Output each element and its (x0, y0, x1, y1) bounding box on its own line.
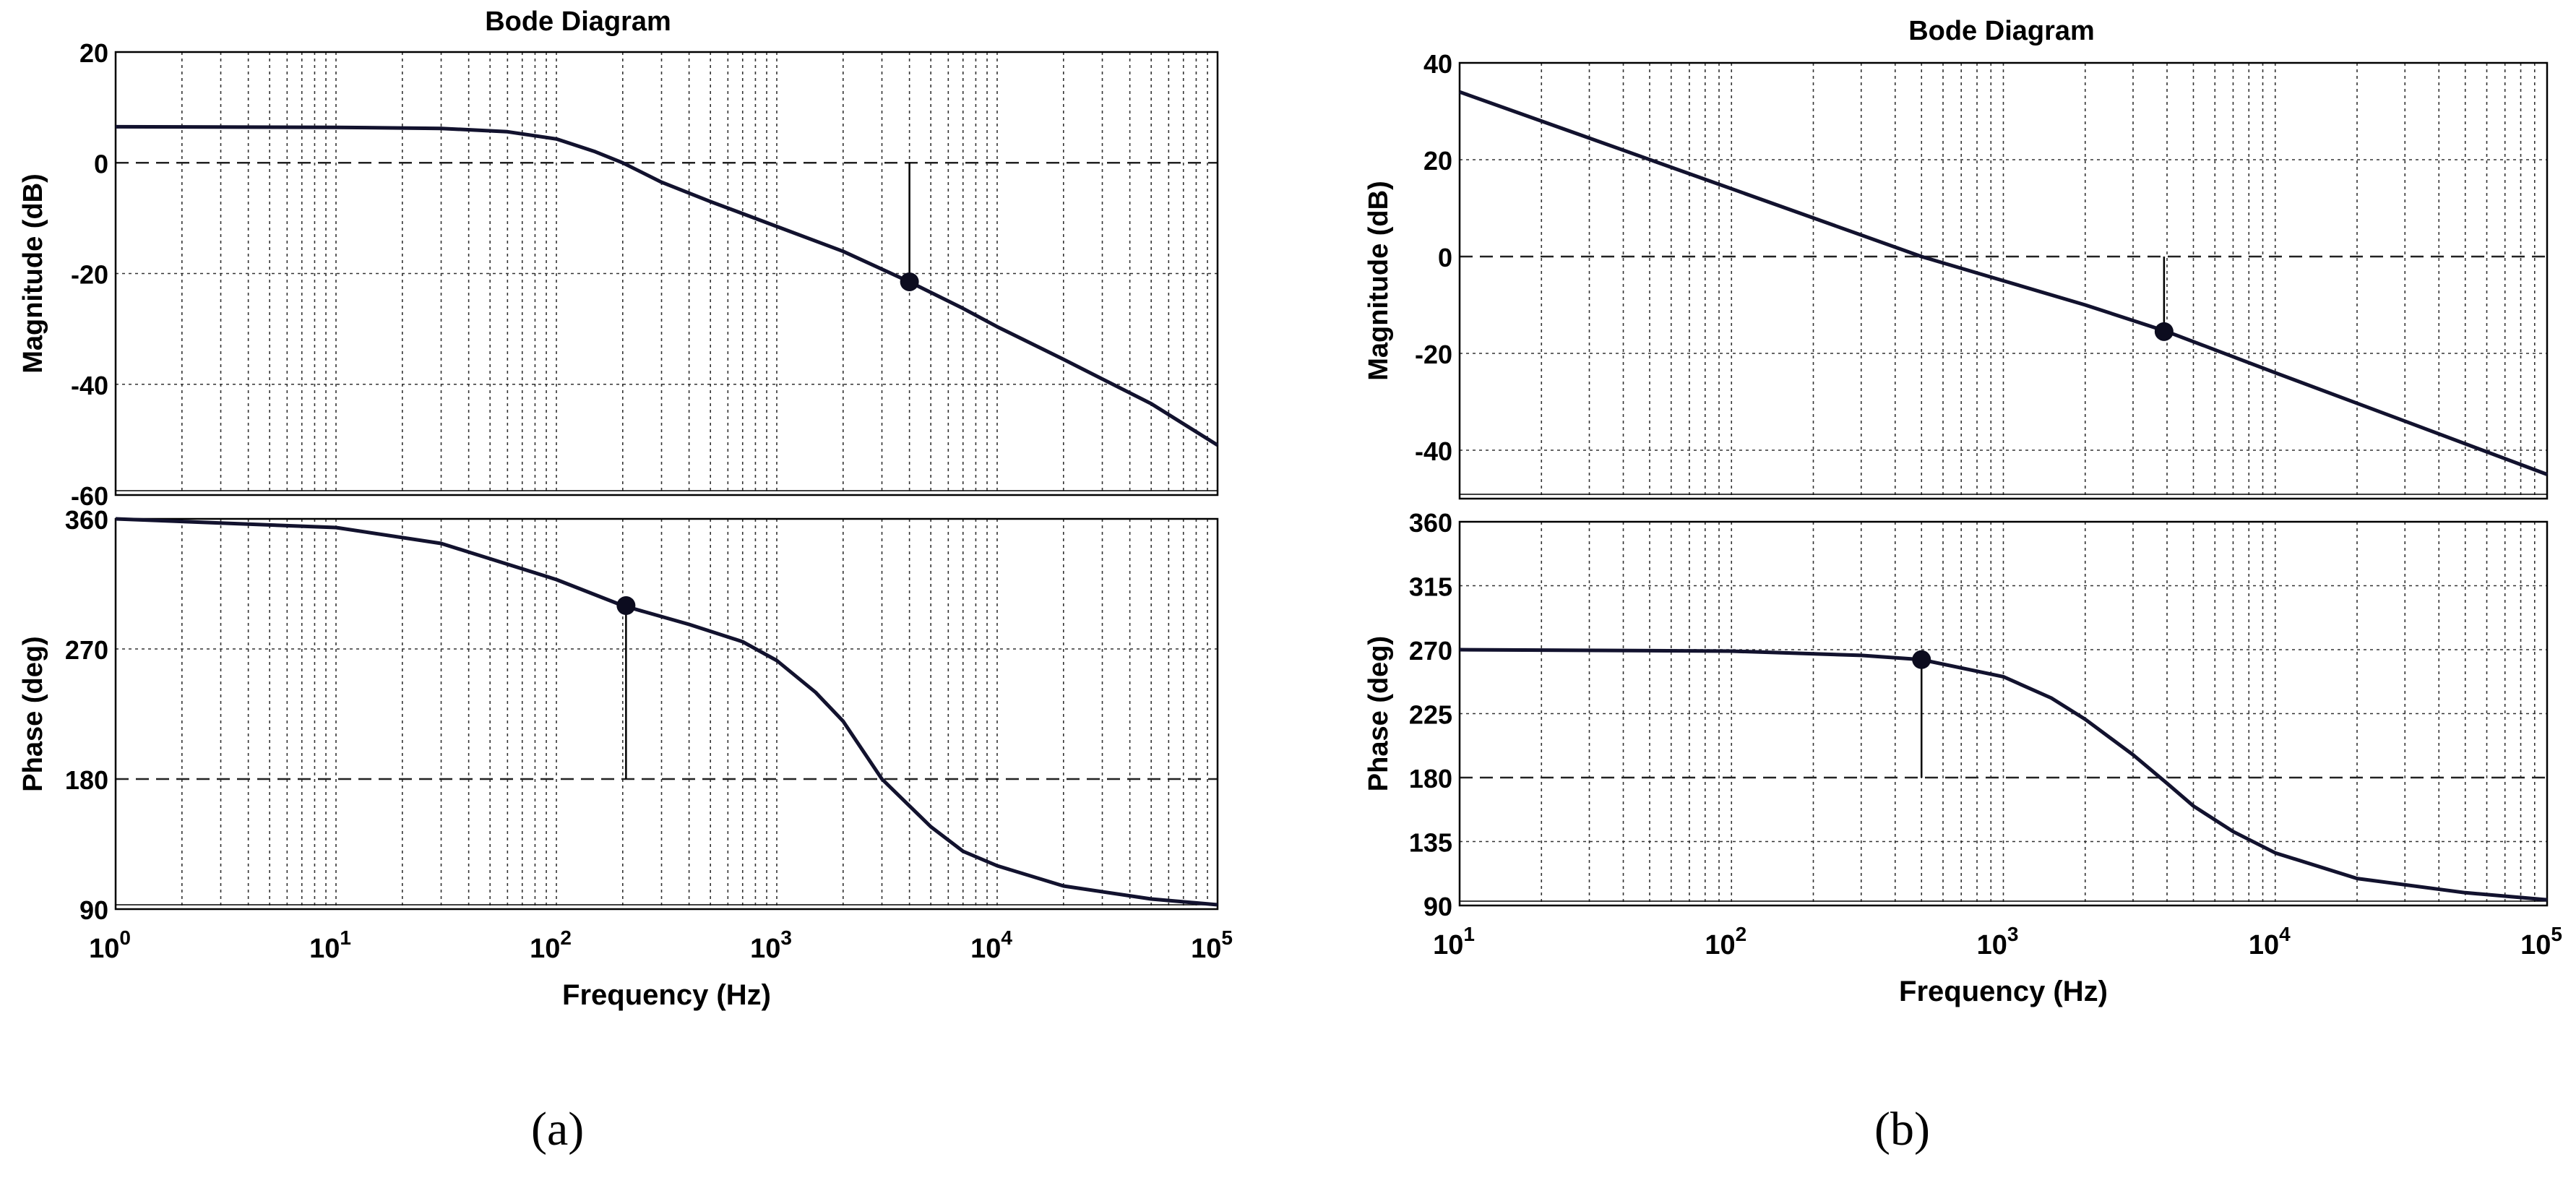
panel-a-mag-ytick-label: -20 (71, 260, 108, 290)
panel-b-xtick-label: 101 (1433, 923, 1475, 960)
panel-a-xtick-label: 104 (970, 926, 1012, 964)
panel-a-mag-ytick-label: -60 (71, 481, 108, 511)
panel-b-phase-ytick-label: 270 (1409, 636, 1452, 666)
xtick-base: 10 (89, 934, 119, 964)
caption-a: (a) (531, 1103, 585, 1156)
panel-a-phase-ytick-label: 90 (79, 895, 108, 925)
panel-b-mag-ytick-label: 0 (1438, 243, 1452, 272)
xtick-exponent: 3 (2007, 923, 2019, 945)
xtick-base: 10 (1191, 934, 1221, 964)
xtick-base: 10 (309, 934, 340, 964)
panel-b-xtick-label: 103 (1977, 923, 2019, 960)
xtick-base: 10 (530, 934, 560, 964)
panel-a-phase-series-line (115, 517, 1218, 907)
panel-b-phase-series-line (1459, 648, 2548, 902)
panel-a-mag-ytick-label: 0 (94, 149, 108, 178)
xtick-exponent: 0 (119, 926, 131, 949)
panel-a-mag-ytick-label: 20 (79, 38, 108, 68)
panel-a-xtick-label: 101 (309, 926, 351, 964)
caption-b: (b) (1874, 1103, 1930, 1156)
panel-b-phase-ytick-label: 225 (1409, 700, 1452, 730)
panel-b-phase-ytick-label: 90 (1423, 892, 1452, 921)
panel-b-title: Bode Diagram (1908, 16, 2095, 46)
panel-b-phase-marker-point (1912, 650, 1931, 669)
panel-b-mag-series-line (1459, 90, 2548, 476)
panel-a-xlabel: Frequency (Hz) (562, 979, 771, 1011)
panel-a-phase-marker-point (616, 596, 636, 615)
xtick-base: 10 (2249, 930, 2279, 960)
panel-b-phase-ytick-label: 180 (1409, 764, 1452, 793)
xtick-exponent: 1 (1463, 923, 1475, 945)
panel-b-mag-ylabel: Magnitude (dB) (1364, 181, 1394, 381)
panel-a-xtick-label: 103 (750, 926, 792, 964)
panel-a-mag-frame (114, 51, 1219, 496)
xtick-exponent: 4 (1001, 926, 1012, 949)
xtick-base: 10 (1433, 930, 1463, 960)
panel-b-xtick-label: 105 (2520, 923, 2562, 960)
xtick-exponent: 4 (2279, 923, 2291, 945)
xtick-base: 10 (1705, 930, 1735, 960)
panel-b-xlabel: Frequency (Hz) (1899, 976, 2108, 1007)
panel-a-title: Bode Diagram (485, 7, 671, 37)
panel-a-mag-marker-point (900, 272, 919, 291)
panel-b-phase-ytick-label: 315 (1409, 572, 1452, 602)
xtick-base: 10 (750, 934, 780, 964)
panel-a-xtick-label: 100 (89, 926, 131, 964)
panel-a-phase-ytick-label: 360 (65, 505, 108, 535)
xtick-exponent: 5 (1221, 926, 1233, 949)
xtick-exponent: 5 (2551, 923, 2562, 945)
xtick-base: 10 (1977, 930, 2007, 960)
panel-b-mag-ytick-label: -20 (1415, 340, 1452, 369)
xtick-exponent: 2 (560, 926, 572, 949)
panel-b-mag-marker-point (2154, 322, 2174, 341)
xtick-exponent: 1 (340, 926, 351, 949)
xtick-exponent: 3 (780, 926, 792, 949)
xtick-exponent: 2 (1736, 923, 1747, 945)
xtick-base: 10 (2520, 930, 2551, 960)
panel-a-phase-ytick-label: 180 (65, 765, 108, 795)
panel-b-mag-frame (1458, 61, 2549, 500)
panel-b-xtick-label: 104 (2249, 923, 2291, 960)
panel-b-phase-ytick-label: 360 (1409, 508, 1452, 538)
panel-b-phase-ytick-label: 135 (1409, 828, 1452, 858)
panel-b-phase-ylabel: Phase (deg) (1364, 636, 1394, 791)
panel-a-phase-frame (114, 517, 1219, 911)
panel-a-phase-ylabel: Phase (deg) (18, 636, 48, 791)
panel-b-mag-ytick-label: 20 (1423, 146, 1452, 176)
panel-b-xtick-label: 102 (1705, 923, 1746, 960)
panel-a-xtick-label: 105 (1191, 926, 1233, 964)
panel-b-mag-ytick-label: 40 (1423, 49, 1452, 79)
panel-a-mag-ytick-label: -40 (71, 371, 108, 400)
xtick-base: 10 (970, 934, 1001, 964)
panel-a-mag-ylabel: Magnitude (dB) (18, 173, 48, 374)
panel-a-phase-ytick-label: 270 (65, 635, 108, 665)
panel-a-mag-series-line (115, 124, 1219, 447)
panel-b-phase-frame (1458, 520, 2549, 907)
panel-a-xtick-label: 102 (530, 926, 572, 964)
panel-b-mag-ytick-label: -40 (1415, 436, 1452, 466)
